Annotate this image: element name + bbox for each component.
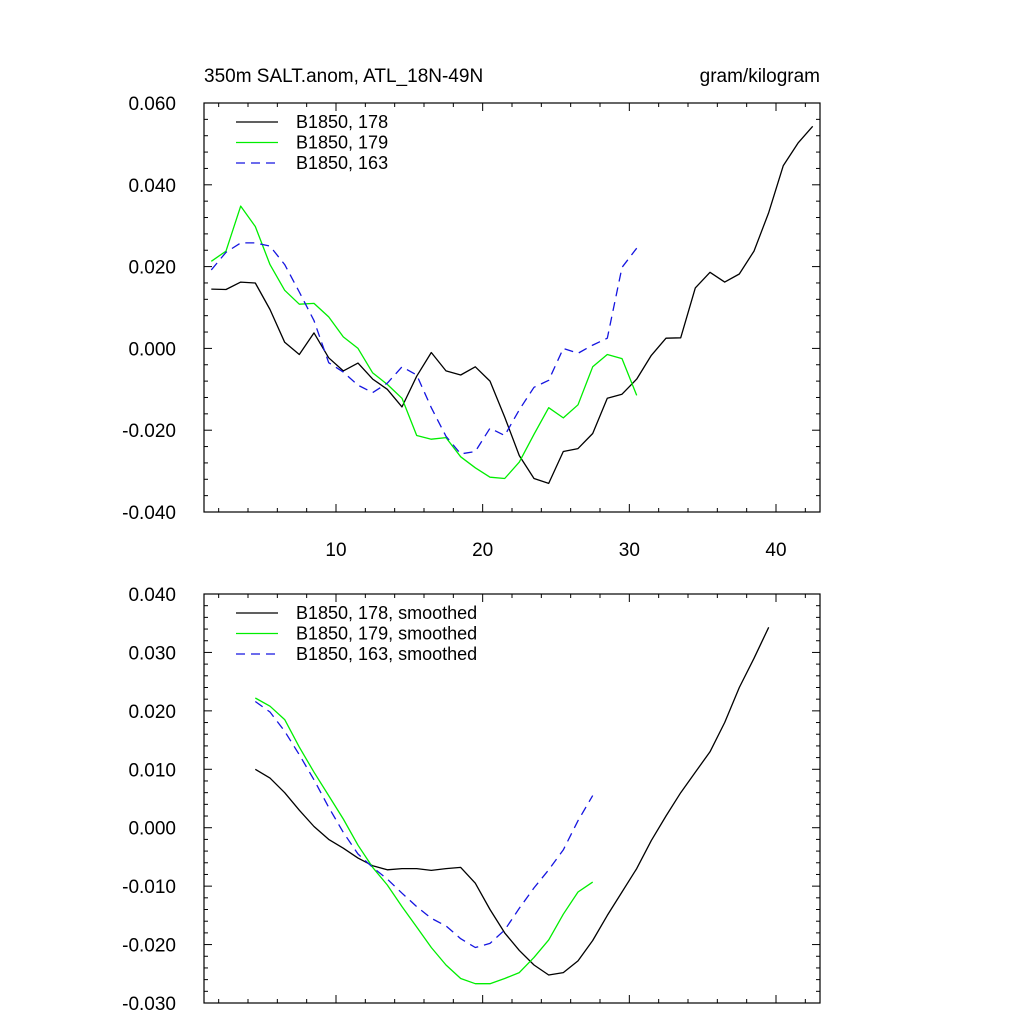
y-tick-label: 0.000 xyxy=(128,819,176,840)
series-line-1 xyxy=(210,205,638,480)
top-plot-frame xyxy=(203,102,821,513)
y-tick-label: 0.010 xyxy=(128,760,176,781)
y-tick-label: -0.020 xyxy=(122,421,176,442)
series-line-0 xyxy=(211,125,814,485)
y-tick-label: 0.030 xyxy=(128,643,176,664)
y-tick-label: -0.010 xyxy=(122,877,176,898)
x-tick-label: 10 xyxy=(325,540,346,561)
top-series-lines xyxy=(210,125,814,485)
bottom-ticks: -0.030 -0.020 -0.010 0.000 0.010 0.020 0.030 0.… xyxy=(122,585,820,1015)
series-line-2 xyxy=(254,700,594,949)
top-panel-units: gram/kilogram xyxy=(700,66,820,87)
x-tick-label: 40 xyxy=(765,540,786,561)
y-tick-label: -0.030 xyxy=(122,994,176,1015)
series-line-1 xyxy=(254,697,594,985)
y-tick-label: 0.060 xyxy=(128,94,176,115)
y-tick-label: 0.020 xyxy=(128,702,176,723)
legend-label-0: B1850, 178 xyxy=(296,112,388,132)
legend-label-0: B1850, 178, smoothed xyxy=(296,603,477,623)
top-ticks: -0.040 -0.020 0.000 0.020 0.040 0.060 10 20 30 40 xyxy=(122,94,820,561)
legend-label-2: B1850, 163, smoothed xyxy=(296,644,477,664)
top-panel-title: 350m SALT.anom, ATL_18N-49N xyxy=(204,66,483,87)
bottom-plot-frame xyxy=(203,593,821,1004)
x-tick-label: 20 xyxy=(472,540,493,561)
y-tick-label: 0.040 xyxy=(128,176,176,197)
y-tick-label: -0.020 xyxy=(122,936,176,957)
bottom-series-lines xyxy=(254,627,770,985)
series-line-0 xyxy=(254,627,770,976)
series-line-2 xyxy=(210,242,638,455)
legend-label-2: B1850, 163 xyxy=(296,153,388,173)
bottom-panel: -0.030 -0.020 -0.010 0.000 0.010 0.020 0.030 0.… xyxy=(122,585,821,1015)
y-tick-label: -0.040 xyxy=(122,503,176,524)
x-tick-label: 30 xyxy=(619,540,640,561)
y-tick-label: 0.000 xyxy=(128,339,176,360)
y-tick-label: 0.020 xyxy=(128,258,176,279)
y-tick-label: 0.040 xyxy=(128,585,176,606)
legend-label-1: B1850, 179, smoothed xyxy=(296,624,477,644)
legend-label-1: B1850, 179 xyxy=(296,133,388,153)
top-panel: 350m SALT.anom, ATL_18N-49N gram/kilogra… xyxy=(122,66,821,561)
